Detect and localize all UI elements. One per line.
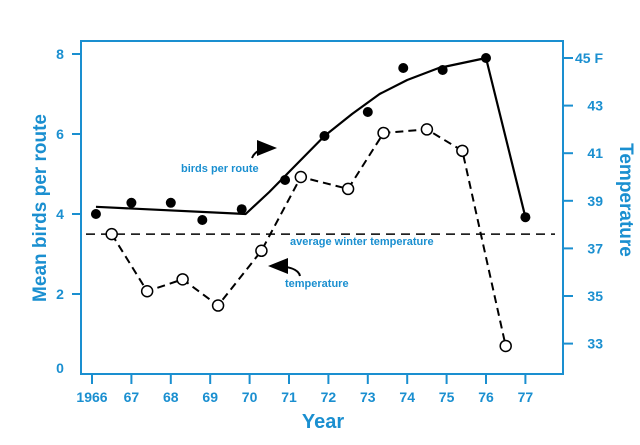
temperature-point [499,339,512,353]
birds-point [280,175,291,185]
temperature-point [377,126,390,140]
y2-tick-label: 35 [587,288,603,304]
y-tick-label: 2 [56,286,64,302]
x-tick-label: 70 [242,389,258,405]
birds-point [126,197,137,208]
y-axis-left: 0 2 4 6 8 [56,46,81,376]
x-tick-label: 72 [321,389,337,405]
y2-tick-label: 45 F [575,50,603,66]
temperature-point [255,244,268,258]
y2-tick-label: 39 [587,193,603,209]
x-tick-label: 74 [399,389,415,405]
series-layer [86,53,555,353]
temperature-point [341,182,355,196]
y-tick-label: 4 [56,206,64,222]
temperature-point [211,299,225,312]
annotation-arrow-birds [251,140,277,159]
y2-tick-label: 43 [587,98,603,114]
y-axis-right: 33 35 37 39 41 43 45 F [563,50,603,352]
x-tick-label: 76 [478,389,494,405]
birds-trend-line [95,56,527,218]
x-tick-label: 1966 [76,389,107,405]
y-tick-label: 6 [56,126,64,142]
temperature-point [294,170,308,184]
y-axis-label: Mean birds per route [30,114,51,302]
x-tick-label: 77 [518,389,534,405]
birds-point [398,63,409,73]
birds-point [481,53,491,63]
y2-tick-label: 41 [587,145,603,161]
y2-tick-label: 37 [587,240,603,256]
birds-point [165,197,176,208]
annotation-arrow-temperature [268,258,301,277]
temperature-point [456,144,469,158]
x-tick-label: 69 [202,389,218,405]
plot-frame [80,40,564,375]
x-axis: 1966 67 68 69 70 71 72 73 74 75 76 77 [76,374,533,405]
x-tick-label: 71 [281,389,297,405]
birds-point [362,107,373,117]
birds-point [236,204,247,215]
y2-axis-label: Temperature [615,143,636,257]
x-tick-label: 68 [163,389,179,405]
birds-point [90,209,101,219]
temperature-point [420,123,434,136]
temperature-point [176,273,189,286]
x-tick-label: 75 [439,389,455,405]
x-tick-label: 67 [124,389,140,405]
birds-point [197,215,208,225]
annotation-temperature: temperature [285,278,349,290]
temperature-point [140,284,154,298]
x-tick-label: 73 [360,389,376,405]
birds-point [520,212,531,223]
birds-point [319,131,330,141]
reference-line-label: average winter temperature [290,236,434,248]
y-tick-label: 8 [56,46,64,62]
x-axis-label: Year [302,411,344,433]
birds-point [437,65,448,75]
y-tick-label: 0 [56,360,64,376]
y2-tick-label: 33 [587,336,603,352]
temperature-point [105,227,118,241]
annotation-birds-per-route: birds per route [181,163,259,175]
